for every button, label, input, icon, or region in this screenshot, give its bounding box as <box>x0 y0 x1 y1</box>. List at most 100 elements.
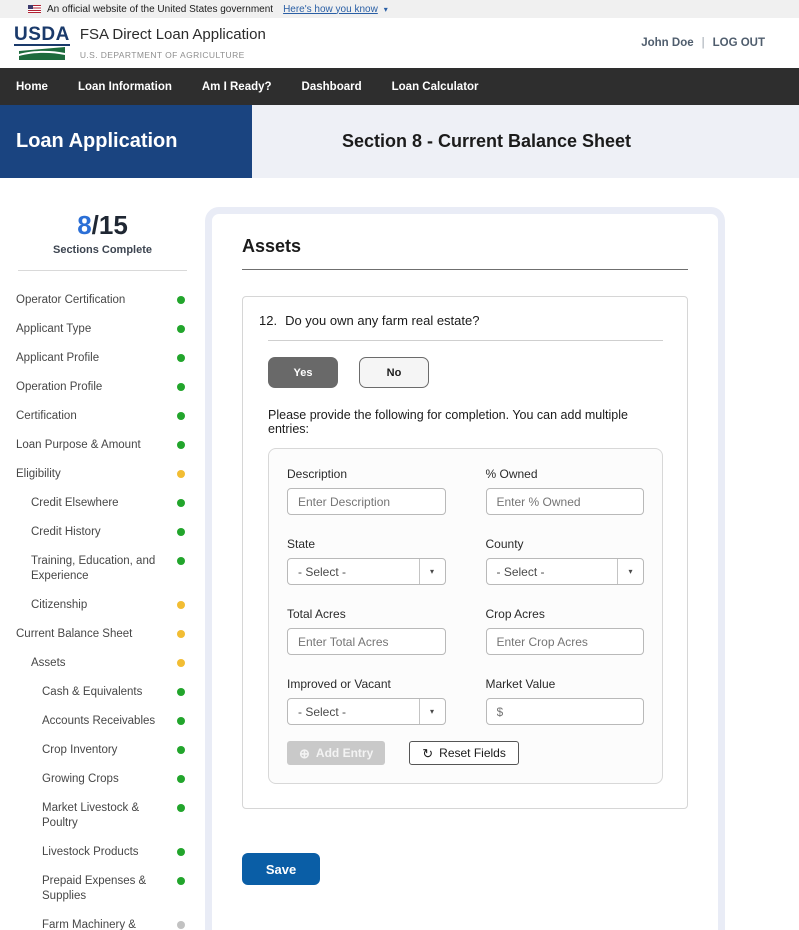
sidebar-item[interactable]: Livestock Products <box>0 845 205 860</box>
sidebar-item-label: Applicant Type <box>16 323 92 335</box>
status-dot <box>177 383 185 391</box>
sidebar-item-label: Credit Elsewhere <box>31 497 119 509</box>
status-dot <box>177 325 185 333</box>
status-dot <box>177 717 185 725</box>
nav-item-loan-information[interactable]: Loan Information <box>77 80 172 93</box>
sidebar-item-label: Growing Crops <box>42 773 119 785</box>
how-you-know-link[interactable]: Here's how you know <box>283 3 378 15</box>
sidebar-item[interactable]: Accounts Receivables <box>0 714 205 729</box>
content-area: 8/15 Sections Complete Operator Certific… <box>0 178 799 930</box>
sidebar-item[interactable]: Certification <box>0 409 205 424</box>
sidebar-item-label: Current Balance Sheet <box>16 628 133 640</box>
status-dot <box>177 470 185 478</box>
percent-owned-field: % Owned <box>485 467 644 515</box>
status-dot <box>177 688 185 696</box>
sidebar-item-label: Operation Profile <box>16 381 103 393</box>
page-title: Loan Application <box>0 105 252 178</box>
description-input[interactable] <box>287 488 446 515</box>
usda-logo[interactable]: USDA <box>14 25 70 60</box>
sidebar-item[interactable]: Loan Purpose & Amount <box>0 438 205 453</box>
assets-card: Assets 12. Do you own any farm real esta… <box>205 207 725 930</box>
question-card: 12. Do you own any farm real estate? Yes… <box>242 296 688 809</box>
status-dot <box>177 659 185 667</box>
improved-or-vacant-select-value: - Select - <box>298 704 347 719</box>
status-dot <box>177 630 185 638</box>
sidebar-item[interactable]: Prepaid Expenses & Supplies <box>0 874 205 904</box>
no-button[interactable]: No <box>359 357 429 388</box>
sidebar-item-label: Cash & Equivalents <box>42 686 143 698</box>
status-dot <box>177 296 185 304</box>
status-dot <box>177 557 185 565</box>
entry-instructions: Please provide the following for complet… <box>268 408 628 436</box>
nav-item-loan-calculator[interactable]: Loan Calculator <box>391 80 479 93</box>
improved-or-vacant-select[interactable]: - Select - ▾ <box>287 698 446 725</box>
sidebar-item[interactable]: Growing Crops <box>0 772 205 787</box>
total-acres-input[interactable] <box>287 628 446 655</box>
description-label: Description <box>287 467 348 481</box>
sidebar-item[interactable]: Cash & Equivalents <box>0 685 205 700</box>
sidebar-item[interactable]: Credit History <box>0 525 205 540</box>
crop-acres-input[interactable] <box>485 628 644 655</box>
status-dot <box>177 412 185 420</box>
county-select[interactable]: - Select - ▾ <box>485 558 644 585</box>
sidebar-item[interactable]: Operator Certification <box>0 293 205 308</box>
header-title-block: FSA Direct Loan Application U.S. DEPARTM… <box>80 26 266 60</box>
market-value-input[interactable] <box>485 698 644 725</box>
main-nav: Home Loan Information Am I Ready? Dashbo… <box>0 68 799 105</box>
status-dot <box>177 804 185 812</box>
question-number: 12. <box>259 313 278 328</box>
sidebar-item[interactable]: Market Livestock & Poultry <box>0 801 205 831</box>
sidebar-item[interactable]: Operation Profile <box>0 380 205 395</box>
description-field: Description <box>287 467 446 515</box>
yes-button[interactable]: Yes <box>268 357 338 388</box>
sidebar-item-label: Loan Purpose & Amount <box>16 439 141 451</box>
question-body: Yes No Please provide the following for … <box>259 357 663 784</box>
nav-item-dashboard[interactable]: Dashboard <box>301 80 362 93</box>
sidebar-item[interactable]: Current Balance Sheet <box>0 627 205 642</box>
county-select-value: - Select - <box>496 564 545 579</box>
status-dot <box>177 528 185 536</box>
save-button[interactable]: Save <box>242 853 320 885</box>
reset-fields-label: Reset Fields <box>439 746 506 760</box>
market-value-label: Market Value <box>485 677 556 691</box>
sidebar-item[interactable]: Applicant Type <box>0 322 205 337</box>
chevron-down-icon[interactable]: ▾ <box>617 559 643 584</box>
nav-item-home[interactable]: Home <box>16 80 48 93</box>
reset-icon: ↻ <box>422 745 434 761</box>
sidebar-item[interactable]: Eligibility <box>0 467 205 482</box>
sidebar-item[interactable]: Assets <box>0 656 205 671</box>
progress-summary: 8/15 Sections Complete <box>0 210 205 256</box>
reset-fields-button[interactable]: ↻ Reset Fields <box>409 741 519 765</box>
sidebar-item[interactable]: Training, Education, and Experience <box>0 554 205 584</box>
sidebar-item-label: Credit History <box>31 526 101 538</box>
total-acres-field: Total Acres <box>287 607 446 655</box>
progress-count: 8/15 <box>0 210 205 241</box>
logout-link[interactable]: LOG OUT <box>712 37 765 49</box>
sidebar-item[interactable]: Farm Machinery & Equipment <box>0 918 205 930</box>
question-text: Do you own any farm real estate? <box>285 313 480 328</box>
status-dot <box>177 354 185 362</box>
improved-or-vacant-field: Improved or Vacant - Select - ▾ <box>287 677 446 725</box>
entry-actions: ⊕ Add Entry ↻ Reset Fields <box>287 741 644 765</box>
percent-owned-input[interactable] <box>485 488 644 515</box>
county-label: County <box>485 537 524 551</box>
sidebar-divider <box>18 270 187 271</box>
chevron-down-icon[interactable]: ▾ <box>418 559 445 584</box>
sidebar-item-label: Farm Machinery & Equipment <box>42 919 136 930</box>
sidebar-item-label: Applicant Profile <box>16 352 100 364</box>
state-select-value: - Select - <box>298 564 347 579</box>
chevron-down-icon[interactable]: ▾ <box>418 699 445 724</box>
county-field: County - Select - ▾ <box>485 537 644 585</box>
nav-item-am-i-ready[interactable]: Am I Ready? <box>201 80 272 93</box>
us-flag-icon <box>28 5 41 13</box>
status-dot <box>177 746 185 754</box>
add-entry-button[interactable]: ⊕ Add Entry <box>287 741 386 765</box>
state-select[interactable]: - Select - ▾ <box>287 558 446 585</box>
market-value-field: Market Value <box>485 677 644 725</box>
sidebar-item[interactable]: Crop Inventory <box>0 743 205 758</box>
sidebar-item[interactable]: Citizenship <box>0 598 205 613</box>
sidebar-item[interactable]: Credit Elsewhere <box>0 496 205 511</box>
sidebar-item[interactable]: Applicant Profile <box>0 351 205 366</box>
status-dot <box>177 441 185 449</box>
